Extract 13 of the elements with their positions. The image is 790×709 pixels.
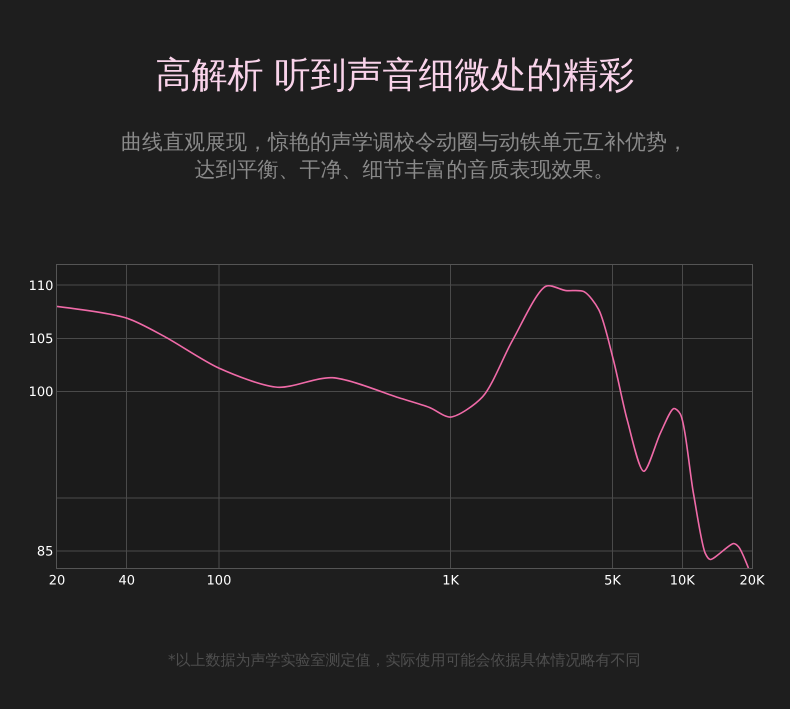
chart-subtitle: 曲线直观展现，惊艳的声学调校令动圈与动铁单元互补优势，达到平衡、干净、细节丰富的音质表现效果。: [121, 130, 688, 182]
x-tick-label: 1K: [442, 574, 460, 589]
y-tick-label: 105: [28, 332, 54, 347]
x-tick-label: 20: [48, 574, 66, 589]
y-tick-label: 100: [28, 385, 54, 400]
x-tick-label: 20K: [739, 574, 766, 589]
x-tick-label: 100: [206, 574, 232, 589]
x-tick-label: 10K: [670, 574, 696, 589]
y-tick-label: 110: [28, 278, 54, 294]
x-tick-label: 5K: [604, 574, 622, 589]
x-tick-label: 40: [118, 574, 136, 589]
y-tick-label: 85: [36, 544, 54, 560]
chart-title: 高解析 听到声音细微处的精彩: [155, 55, 635, 96]
